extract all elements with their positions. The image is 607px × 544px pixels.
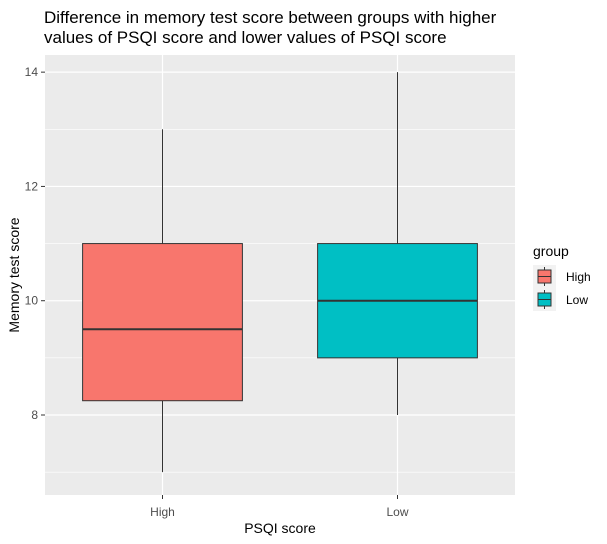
chart-title-line-1: Difference in memory test score between … <box>44 8 497 27</box>
legend-entry-low: Low <box>533 288 588 311</box>
box-low <box>317 72 478 415</box>
legend: group High Low <box>533 243 591 311</box>
box-high <box>82 129 243 473</box>
y-tick-label: 14 <box>25 65 39 79</box>
y-tick-label: 8 <box>31 408 38 422</box>
x-tick-label: High <box>150 505 175 519</box>
x-tick-label: Low <box>386 505 408 519</box>
chart-title-line-2: values of PSQI score and lower values of… <box>44 28 447 47</box>
box-layer <box>82 72 478 473</box>
box-iqr <box>82 243 243 402</box>
y-axis-title: Memory test score <box>6 217 22 332</box>
x-axis-ticks: High Low <box>150 495 409 519</box>
legend-entry-high: High <box>533 265 591 288</box>
y-axis-ticks: 8 10 12 14 <box>25 65 45 422</box>
legend-label: High <box>566 270 591 284</box>
legend-label: Low <box>566 293 588 307</box>
y-tick-label: 12 <box>25 179 39 193</box>
x-axis-title: PSQI score <box>244 520 316 536</box>
legend-title: group <box>533 243 569 259</box>
y-tick-label: 10 <box>25 294 39 308</box>
